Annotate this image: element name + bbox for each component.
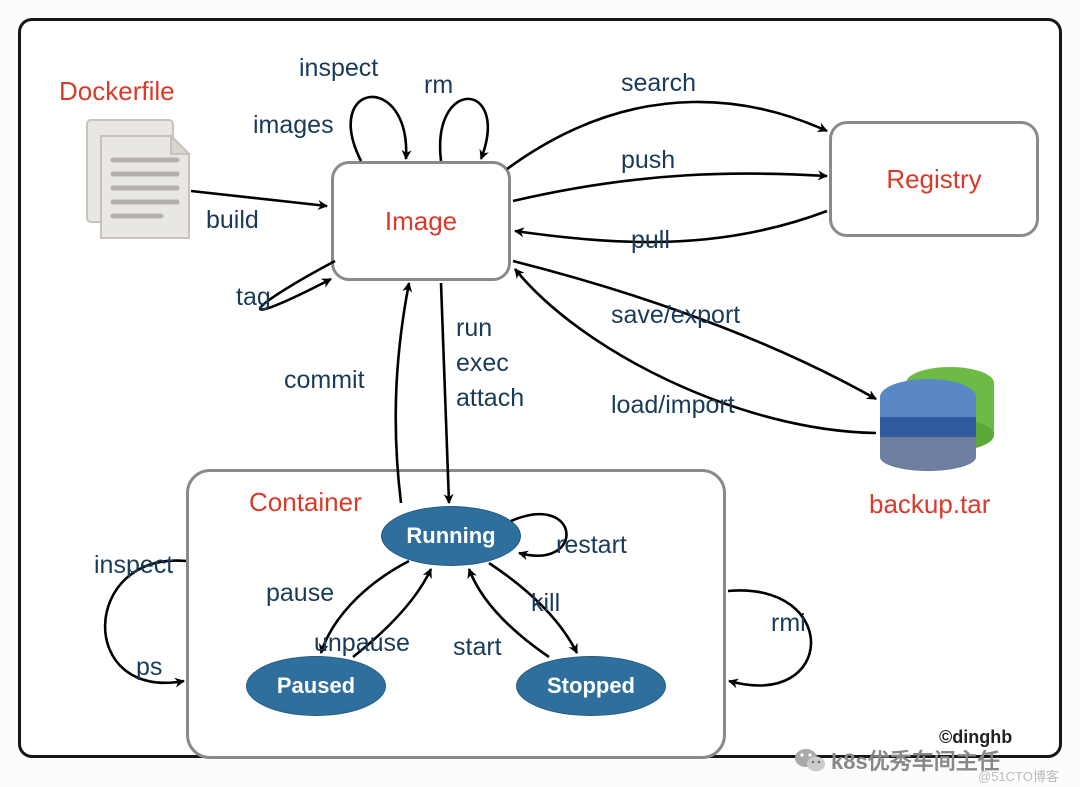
edge-exec: exec	[456, 349, 509, 378]
edge-rmi: rmi	[771, 609, 806, 638]
edge-commit: commit	[284, 366, 365, 395]
edge-run: run	[456, 314, 492, 343]
edge-images: images	[253, 111, 334, 140]
edges-svg	[21, 21, 1065, 761]
edge-unpause: unpause	[314, 629, 410, 658]
wechat-icon	[795, 747, 825, 773]
edge-pause: pause	[266, 579, 334, 608]
edge-inspect-c: inspect	[94, 551, 173, 580]
edge-search: search	[621, 69, 696, 98]
wechat-text: k8s优秀车间主任	[831, 744, 1000, 776]
edge-ps: ps	[136, 653, 162, 682]
edge-save-export: save/export	[611, 301, 740, 330]
diagram-frame: Dockerfile Image Registry Container Runn…	[18, 18, 1062, 758]
edge-inspect-img: inspect	[299, 54, 378, 83]
edge-start: start	[453, 633, 502, 662]
edge-push: push	[621, 146, 675, 175]
edge-pull: pull	[631, 226, 670, 255]
canvas: Dockerfile Image Registry Container Runn…	[0, 0, 1080, 787]
edge-attach: attach	[456, 384, 524, 413]
edge-build: build	[206, 206, 259, 235]
edge-restart: restart	[556, 531, 627, 560]
wechat-overlay: k8s优秀车间主任	[795, 744, 1000, 776]
edge-load-import: load/import	[611, 391, 735, 420]
edge-rm: rm	[424, 71, 453, 100]
edge-tag: tag	[236, 283, 271, 312]
edge-kill: kill	[531, 589, 560, 618]
watermark: @51CTO博客	[978, 766, 1070, 785]
